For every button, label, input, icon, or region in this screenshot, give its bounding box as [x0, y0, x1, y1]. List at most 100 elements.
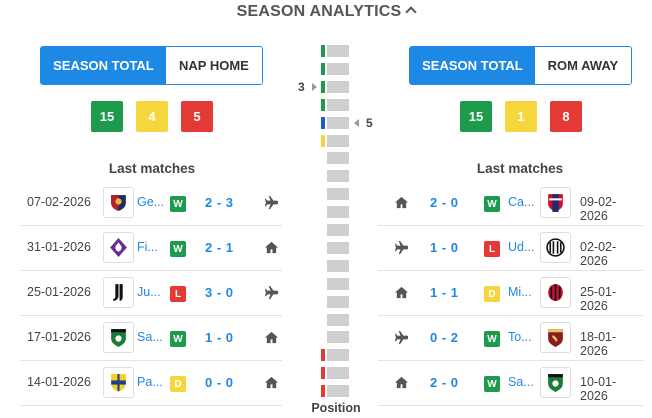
zone-marker [321, 98, 325, 111]
right-losses-badge: 8 [550, 101, 582, 132]
parma-crest-icon [103, 367, 134, 398]
right-tab-rom-away[interactable]: ROM AWAY [534, 47, 631, 84]
cagliari-crest-icon [540, 187, 571, 218]
ladder-bar [327, 98, 349, 111]
right-position-pointer-icon [354, 118, 359, 127]
left-draws-badge: 4 [136, 101, 168, 132]
loss-badge: L [484, 241, 500, 257]
section-header[interactable]: SEASON ANALYTICS [0, 3, 652, 21]
left-position-pointer-icon [312, 82, 317, 91]
match-date: 02-02-2026 [580, 240, 617, 268]
match-score[interactable]: 2 - 0 [430, 375, 459, 390]
ladder-bar [327, 116, 349, 129]
zone-marker [321, 45, 325, 57]
ladder-bar [327, 259, 349, 272]
left-tab-nap-home[interactable]: NAP HOME [165, 47, 262, 84]
right-draws-badge: 1 [505, 101, 537, 132]
zone-marker [321, 349, 325, 362]
genoa-crest-icon [103, 187, 134, 218]
ladder-bar [327, 349, 349, 362]
right-matches-list: 09-02-2026 Ca... W 2 - 0 02-02-2026 Ud... L 1 -… [378, 181, 643, 406]
opponent-name[interactable]: Mi... [508, 285, 532, 299]
right-position-label: 5 [366, 115, 373, 130]
zone-marker [321, 385, 325, 398]
right-tab-group: SEASON TOTAL ROM AWAY [409, 46, 632, 85]
left-tab-group: SEASON TOTAL NAP HOME [40, 46, 263, 85]
opponent-name[interactable]: Pa... [137, 375, 163, 389]
right-tab-season-total[interactable]: SEASON TOTAL [410, 47, 535, 84]
ladder-bar [327, 313, 349, 326]
match-date: 14-01-2026 [27, 375, 91, 389]
left-losses-badge: 5 [181, 101, 213, 132]
home-icon [264, 375, 280, 391]
match-date: 10-01-2026 [580, 375, 617, 403]
ladder-bar [327, 152, 349, 165]
match-date: 18-01-2026 [580, 330, 617, 358]
opponent-name[interactable]: Ju... [137, 285, 161, 299]
match-score[interactable]: 0 - 2 [430, 330, 459, 345]
left-wins-badge: 15 [91, 101, 123, 132]
draw-badge: D [484, 286, 500, 302]
match-row[interactable]: 17-01-2026 Sa... W 1 - 0 [20, 316, 282, 361]
opponent-name[interactable]: Ud... [508, 240, 535, 254]
match-date: 07-02-2026 [27, 195, 91, 209]
match-date: 25-01-2026 [580, 285, 617, 313]
udinese-crest-icon [540, 232, 571, 263]
match-score[interactable]: 2 - 1 [205, 240, 234, 255]
match-score[interactable]: 0 - 0 [205, 375, 234, 390]
left-counts: 15 4 5 [91, 101, 213, 132]
match-row[interactable]: 31-01-2026 Fi... W 2 - 1 [20, 226, 282, 271]
match-row[interactable]: 10-01-2026 Sa... W 2 - 0 [378, 361, 643, 406]
opponent-name[interactable]: Ca... [508, 195, 535, 209]
match-score[interactable]: 3 - 0 [205, 285, 234, 300]
match-score[interactable]: 2 - 3 [205, 195, 234, 210]
sassuolo-crest-icon [103, 322, 134, 353]
match-row[interactable]: 25-01-2026 Mi... D 1 - 1 [378, 271, 643, 316]
match-score[interactable]: 1 - 0 [430, 240, 459, 255]
left-tab-season-total[interactable]: SEASON TOTAL [41, 47, 166, 84]
chevron-up-icon [405, 6, 418, 18]
match-row[interactable]: 25-01-2026 Ju... L 3 - 0 [20, 271, 282, 316]
match-score[interactable]: 1 - 1 [430, 285, 459, 300]
fiorentina-crest-icon [103, 232, 134, 263]
opponent-name[interactable]: Fi... [137, 240, 158, 254]
match-score[interactable]: 1 - 0 [205, 330, 234, 345]
win-badge: W [170, 196, 186, 212]
match-score[interactable]: 2 - 0 [430, 195, 459, 210]
milan-crest-icon [540, 277, 571, 308]
match-row[interactable]: 18-01-2026 To... W 0 - 2 [378, 316, 643, 361]
juventus-crest-icon [103, 277, 134, 308]
match-row[interactable]: 07-02-2026 Ge... W 2 - 3 [20, 181, 282, 226]
right-last-matches-title: Last matches [476, 161, 564, 176]
plane-icon [394, 330, 410, 346]
left-matches-list: 07-02-2026 Ge... W 2 - 3 31-01-2026 Fi... W 2 -… [20, 181, 282, 406]
ladder-bar [327, 45, 349, 57]
ladder-bar [327, 385, 349, 398]
ladder-bar [327, 206, 349, 219]
ladder-bar [327, 134, 349, 147]
zone-marker [321, 62, 325, 75]
left-position-label: 3 [298, 79, 305, 94]
win-badge: W [484, 376, 500, 392]
match-row[interactable]: 09-02-2026 Ca... W 2 - 0 [378, 181, 643, 226]
match-row[interactable]: 02-02-2026 Ud... L 1 - 0 [378, 226, 643, 271]
opponent-name[interactable]: Ge... [137, 195, 165, 209]
win-badge: W [484, 331, 500, 347]
opponent-name[interactable]: Sa... [508, 375, 534, 389]
zone-marker [321, 367, 325, 380]
ladder-bar [327, 80, 349, 93]
zone-marker [321, 134, 325, 147]
win-badge: W [170, 241, 186, 257]
opponent-name[interactable]: To... [508, 330, 532, 344]
section-title: SEASON ANALYTICS [236, 3, 402, 20]
match-date: 25-01-2026 [27, 285, 91, 299]
home-icon [394, 195, 410, 211]
match-row[interactable]: 14-01-2026 Pa... D 0 - 0 [20, 361, 282, 406]
win-badge: W [484, 196, 500, 212]
ladder-bar [327, 241, 349, 254]
draw-badge: D [170, 376, 186, 392]
ladder-bar [327, 224, 349, 236]
match-date: 31-01-2026 [27, 240, 91, 254]
opponent-name[interactable]: Sa... [137, 330, 163, 344]
ladder-bar [327, 331, 349, 344]
